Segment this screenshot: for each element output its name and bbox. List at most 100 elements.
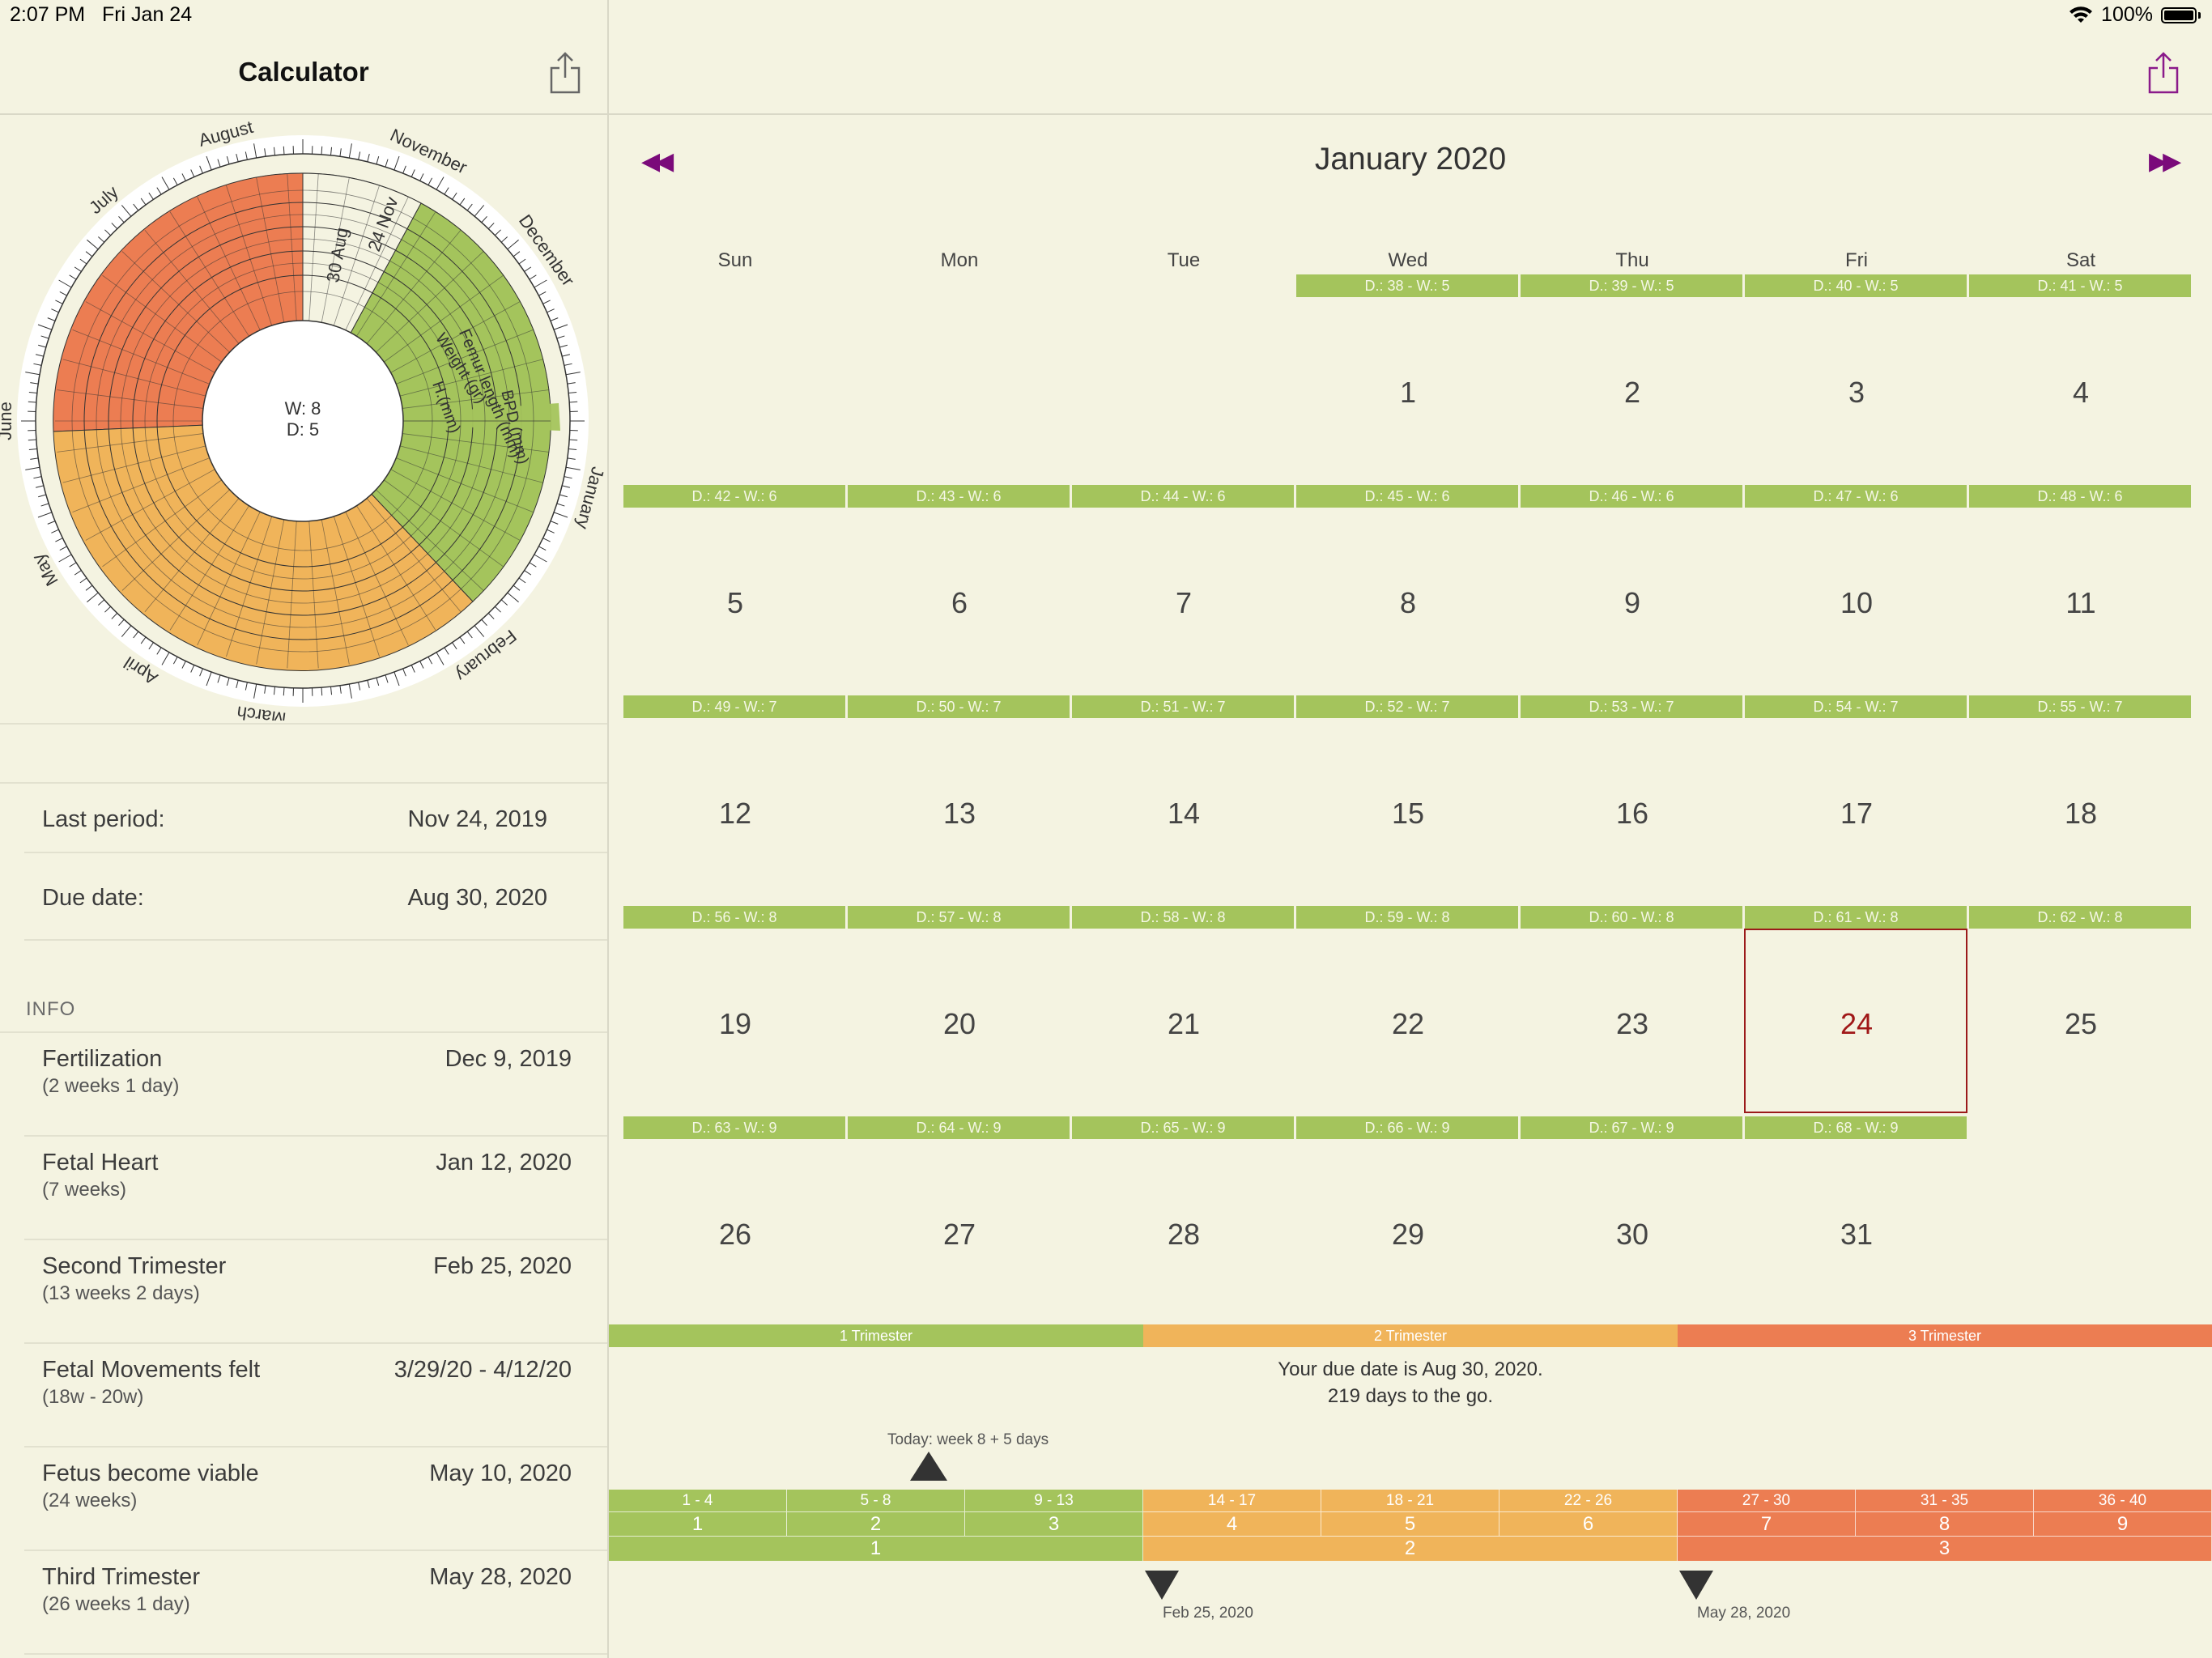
wheel-tick (199, 165, 203, 174)
wheel-tick (529, 274, 537, 280)
calendar-day[interactable]: 30 (1615, 1218, 1649, 1251)
calendar-day[interactable]: 1 (1399, 376, 1417, 409)
calendar-day[interactable]: 29 (1391, 1218, 1425, 1251)
info-date: May 28, 2020 (429, 1564, 572, 1590)
weekday-thu: Thu (1615, 249, 1649, 271)
wheel-spoke (72, 329, 210, 385)
weekday-sat: Sat (2065, 249, 2096, 271)
calendar-day[interactable]: 25 (2064, 1007, 2098, 1040)
calendar-day[interactable]: 2 (1623, 376, 1641, 409)
separator (0, 723, 607, 725)
wheel-tick (518, 577, 526, 584)
calendar-day[interactable]: 5 (726, 586, 744, 619)
calendar-day[interactable]: 9 (1623, 586, 1641, 619)
day-progress-bar: D.: 44 - W.: 6 (1072, 485, 1294, 508)
wheel-tick (565, 466, 581, 470)
info-row[interactable]: Fetus become viable (24 weeks) May 10, 202… (0, 1448, 607, 1551)
wheel-tick (500, 599, 508, 606)
calendar-day[interactable]: 6 (951, 586, 968, 619)
calendar-day[interactable]: 26 (718, 1218, 752, 1251)
wheel-day: D: 5 (287, 419, 319, 440)
wheel-tick (507, 592, 519, 603)
wheel-spoke (384, 479, 504, 568)
day-progress-bar: D.: 59 - W.: 8 (1296, 906, 1518, 929)
info-row[interactable]: Fertilization (2 weeks 1 day) Dec 9, 2019 (0, 1033, 607, 1137)
calendar-day[interactable]: 15 (1391, 797, 1425, 830)
wheel-tick (529, 562, 537, 568)
calendar-day[interactable]: 16 (1615, 797, 1649, 830)
wheel-tick (104, 606, 111, 613)
wheel-tick (436, 652, 445, 665)
calendar-day[interactable]: 7 (1175, 586, 1193, 619)
info-subtitle: (13 weeks 2 days) (42, 1282, 200, 1304)
wheel-spoke (197, 512, 261, 646)
calendar-day[interactable]: 22 (1391, 1007, 1425, 1040)
wheel-tick (402, 165, 406, 174)
calendar-day[interactable]: 8 (1399, 586, 1417, 619)
wheel-spoke (62, 359, 206, 397)
wheel-tick (28, 391, 37, 394)
day-progress-bar: D.: 50 - W.: 7 (848, 695, 1070, 718)
wheel-tick (568, 391, 577, 394)
day-progress-bar: D.: 55 - W.: 7 (1969, 695, 2191, 718)
wheel-tick (121, 625, 132, 637)
calendar-day[interactable]: 4 (2072, 376, 2090, 409)
calendar-day[interactable]: 20 (942, 1007, 976, 1040)
calendar-day[interactable]: 23 (1615, 1007, 1649, 1040)
calendar-day[interactable]: 12 (718, 797, 752, 830)
info-row[interactable]: Third Trimester (26 weeks 1 day) May 28, 2… (0, 1551, 607, 1655)
wheel-spoke (376, 251, 484, 353)
timeline-month: 3 (965, 1512, 1143, 1537)
wheel-spoke (85, 301, 215, 373)
calendar-day[interactable]: 28 (1167, 1218, 1201, 1251)
wheel-tick (385, 159, 389, 168)
day-progress-bar: D.: 60 - W.: 8 (1521, 906, 1742, 929)
calendar-day[interactable]: 10 (1840, 586, 1874, 619)
last-period-value[interactable]: Nov 24, 2019 (407, 806, 547, 832)
wheel-tick (40, 503, 49, 507)
calendar-day[interactable]: 31 (1840, 1218, 1874, 1251)
separator (24, 1550, 607, 1551)
info-row[interactable]: Second Trimester (13 weeks 2 days) Feb 25,… (0, 1240, 607, 1344)
wheel-spoke (62, 445, 206, 483)
calendar-day[interactable]: 14 (1167, 797, 1201, 830)
wheel-tick (538, 546, 547, 551)
wheel-tick (30, 457, 39, 460)
calendar-day-today[interactable]: 24 (1840, 1007, 1874, 1040)
wheel-tick (410, 169, 415, 177)
weekday-fri: Fri (1845, 249, 1868, 271)
prev-month-button[interactable]: ◀◀ (641, 148, 674, 175)
timeline-week-range: 5 - 8 (787, 1490, 965, 1512)
share-button-left[interactable] (549, 52, 581, 94)
info-row[interactable]: Fetal Heart (7 weeks) Jan 12, 2020 (0, 1137, 607, 1240)
calendar-day[interactable]: 27 (942, 1218, 976, 1251)
calendar-day[interactable]: 21 (1167, 1007, 1201, 1040)
status-clock: 2:07 PM (10, 3, 86, 26)
due-date-value[interactable]: Aug 30, 2020 (407, 885, 547, 911)
wheel-tick (121, 205, 132, 217)
page-title: Calculator (238, 57, 369, 87)
day-progress-bar: D.: 43 - W.: 6 (848, 485, 1070, 508)
wheel-tick (518, 258, 526, 265)
wheel-spoke (396, 329, 534, 385)
wheel-tick (393, 155, 400, 171)
wheel-tick (330, 147, 333, 155)
calendar-day[interactable]: 19 (718, 1007, 752, 1040)
wheel-tick (487, 223, 495, 229)
calendar-day[interactable]: 3 (1848, 376, 1865, 409)
calendar-day[interactable]: 17 (1840, 797, 1874, 830)
calendar-day[interactable]: 13 (942, 797, 976, 830)
wheel-tick (69, 274, 77, 280)
wheel-tick (253, 143, 257, 159)
info-row[interactable]: Fetal Movements felt (18w - 20w) 3/29/20 -… (0, 1344, 607, 1448)
next-month-button[interactable]: ▶▶ (2149, 148, 2181, 175)
wheel-tick (339, 685, 342, 694)
separator (24, 939, 607, 941)
calendar-day[interactable]: 11 (2065, 586, 2096, 619)
share-button-right[interactable] (2147, 52, 2180, 94)
wheel-tick (348, 683, 352, 699)
wheel-tick (226, 156, 230, 164)
wheel-tick (495, 606, 501, 613)
calendar-day[interactable]: 18 (2064, 797, 2098, 830)
